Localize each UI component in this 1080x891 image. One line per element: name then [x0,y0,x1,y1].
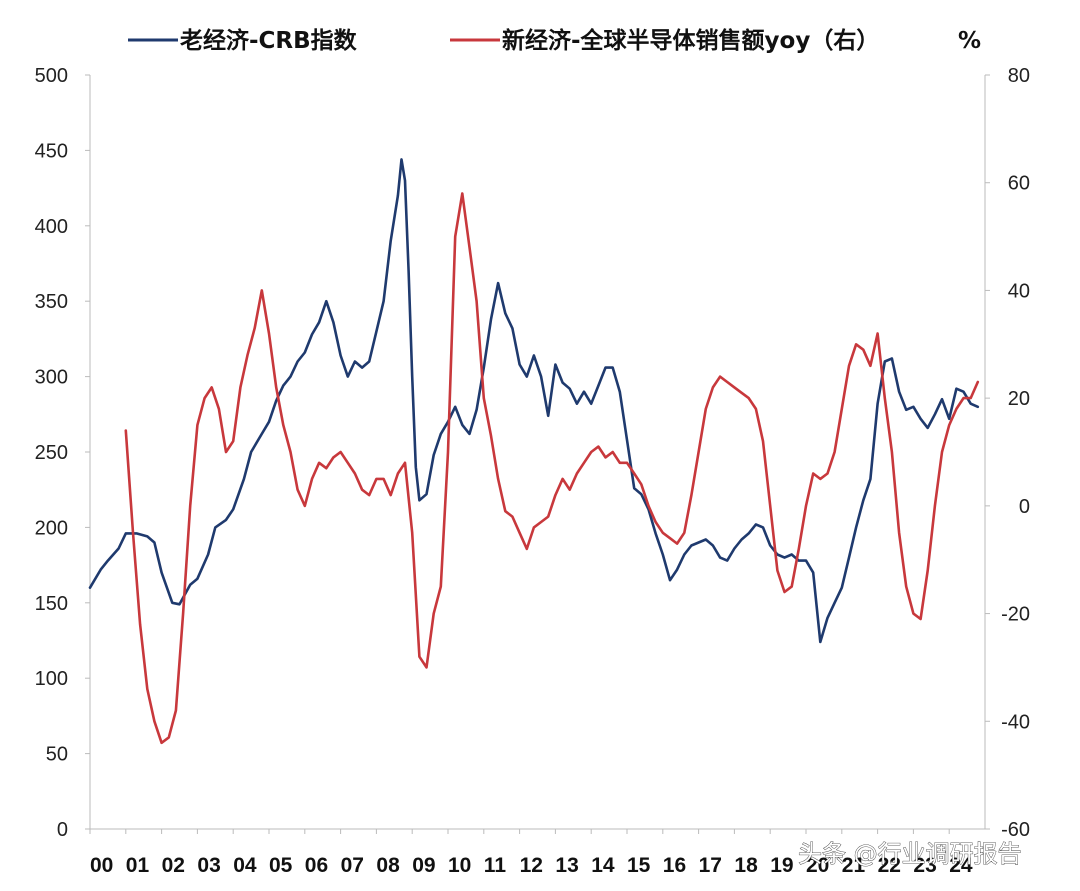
left-tick-label: 150 [35,593,68,615]
x-tick-label: 13 [555,854,578,877]
watermark: 头条 @行业调研报告 [798,840,1022,868]
x-tick-label: 02 [162,854,185,877]
series-line-crb-index [88,158,980,644]
legend: 老经济-CRB指数 新经济-全球半导体销售额yoy（右） % [128,27,981,54]
left-tick-label: 450 [35,140,68,162]
right-tick-label: -60 [1001,819,1030,841]
x-tick-label: 24 [949,854,973,877]
left-tick-label: 400 [35,216,68,238]
x-tick-label: 15 [627,854,651,877]
left-tick-label: 500 [35,65,68,87]
x-tick-label: 05 [269,854,293,877]
left-tick-label: 0 [57,819,68,841]
x-tick-label: 22 [878,854,901,877]
x-tick-label: 04 [233,854,257,877]
right-tick-label: 60 [1008,173,1030,195]
x-tick-label: 23 [913,854,936,877]
right-tick-label: 80 [1008,65,1030,87]
right-tick-label: 0 [1019,496,1030,518]
x-tick-label: 01 [126,854,150,877]
left-tick-label: 50 [46,744,68,766]
left-tick-label: 350 [35,291,68,313]
x-tick-label: 03 [197,854,220,877]
x-tick-label: 10 [448,854,471,877]
x-tick-label: 16 [663,854,686,877]
x-tick-label: 21 [842,854,866,877]
series-layer [88,158,980,745]
left-tick-label: 250 [35,442,68,464]
right-tick-label: -40 [1001,711,1030,733]
x-tick-label: 06 [305,854,328,877]
x-tick-label: 20 [806,854,829,877]
right-axis-unit: % [958,28,981,54]
x-tick-label: 19 [770,854,793,877]
series-line-semiconductor-yoy [124,192,980,745]
x-tick-label: 17 [699,854,722,877]
x-tick-label: 00 [90,854,113,877]
right-tick-label: 20 [1008,388,1030,410]
x-tick-label: 09 [412,854,435,877]
right-tick-label: -20 [1001,604,1030,626]
left-tick-label: 300 [35,367,68,389]
x-tick-label: 18 [734,854,758,877]
legend-label-crb: 老经济-CRB指数 [179,27,358,54]
x-tick-label: 08 [376,854,400,877]
x-tick-label: 14 [591,854,615,877]
left-tick-label: 100 [35,668,68,690]
axes: 050100150200250300350400450500-60-40-200… [35,65,1030,877]
x-tick-label: 12 [520,854,543,877]
x-tick-label: 11 [484,854,507,877]
left-tick-label: 200 [35,517,68,539]
legend-label-semiconductor: 新经济-全球半导体销售额yoy（右） [502,27,879,54]
x-tick-label: 07 [341,854,364,877]
right-tick-label: 40 [1008,280,1030,302]
